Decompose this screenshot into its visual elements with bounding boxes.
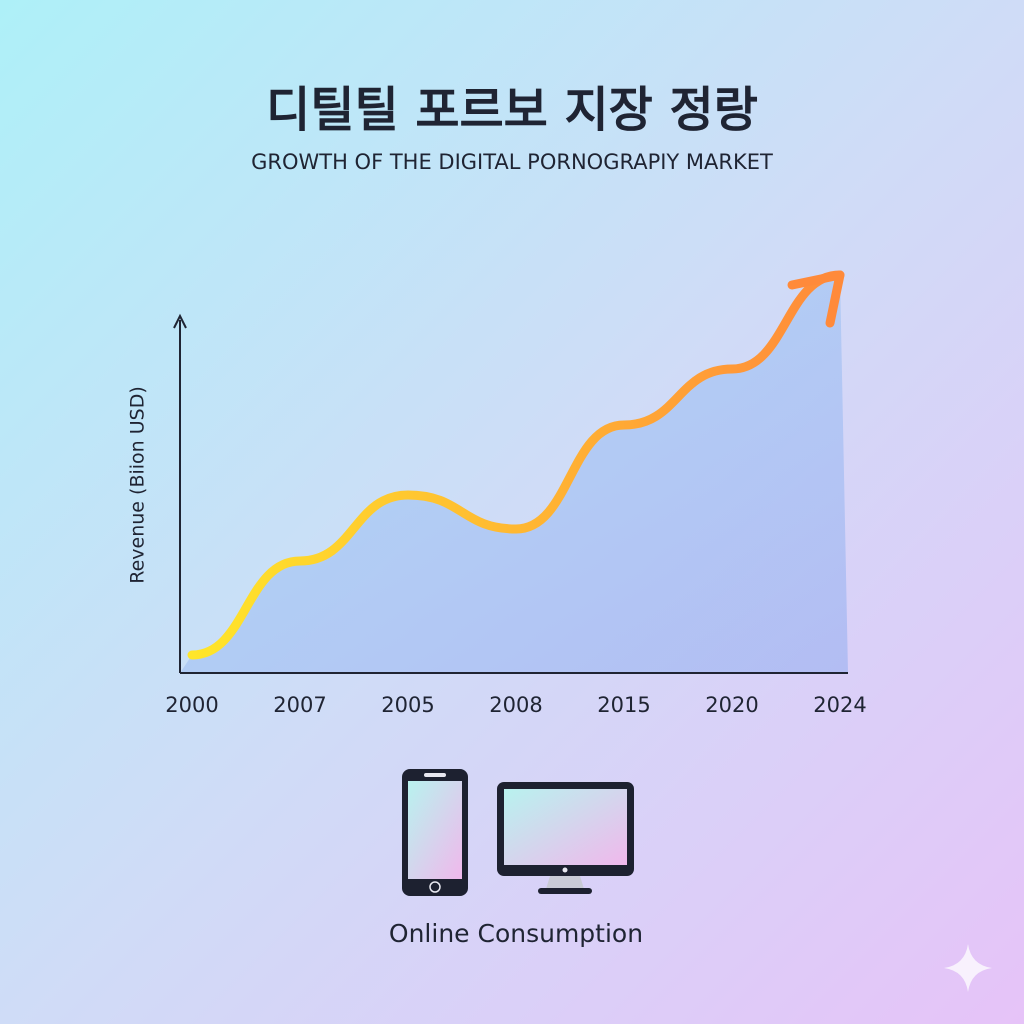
- y-axis-label: Revenue (Biion USD): [127, 386, 149, 584]
- chart-subtitle: GROWTH OF THE DIGITAL PORNOGRAPIY MARKET: [251, 150, 773, 174]
- arrow-head: [787, 270, 845, 328]
- x-tick-label: 2000: [165, 693, 218, 717]
- phone-icon: [402, 769, 468, 896]
- monitor-icon: [497, 782, 634, 894]
- x-tick-label: 2020: [705, 693, 758, 717]
- sparkle: [944, 944, 992, 992]
- y-axis-arrow: [173, 313, 187, 329]
- line: [187, 270, 845, 660]
- plot: [180, 270, 848, 673]
- x-tick-label: 2007: [273, 693, 326, 717]
- x-tick-label: 2024: [813, 693, 866, 717]
- area: [180, 275, 848, 673]
- x-tick-label: 2008: [489, 693, 542, 717]
- chart-title: 디틸틸 포르보 지장 정랑: [266, 82, 758, 138]
- x-tick-label: 2005: [381, 693, 434, 717]
- x-tick-label: 2015: [597, 693, 650, 717]
- footer-caption: Online Consumption: [389, 919, 643, 948]
